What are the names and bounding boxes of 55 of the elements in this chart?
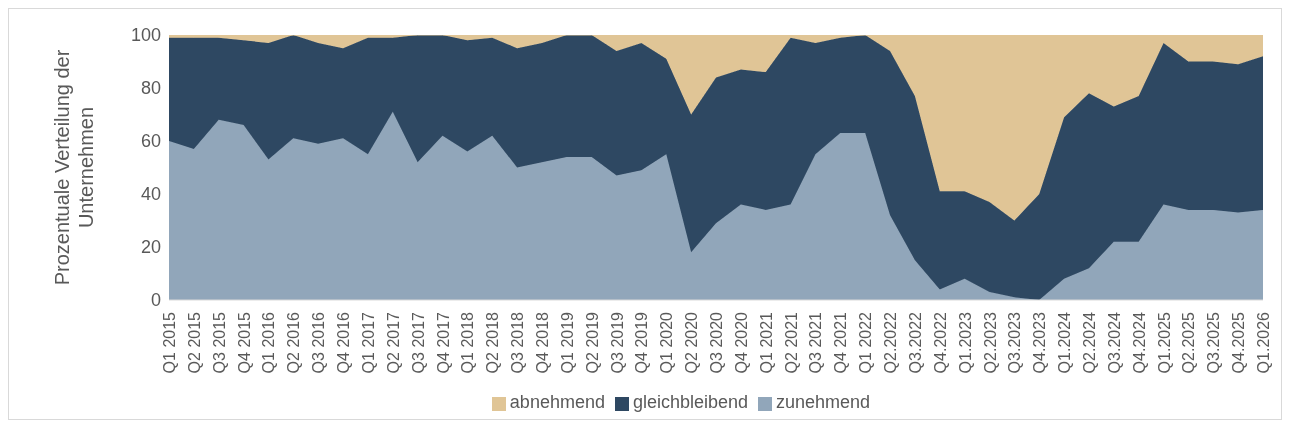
x-tick-label: Q2 2018 xyxy=(484,311,502,374)
x-tick-label: Q1 2018 xyxy=(459,311,477,374)
x-tick-label: Q4.2024 xyxy=(1130,311,1148,374)
x-tick-label: Q4 2015 xyxy=(235,311,253,374)
x-tick-label: Q2 2020 xyxy=(683,311,701,374)
x-tick-label: Q3 2019 xyxy=(608,311,626,374)
x-tick-label: Q1 2017 xyxy=(359,311,377,374)
x-tick-label: Q1.2026 xyxy=(1255,311,1272,374)
x-tick-label: Q3.2025 xyxy=(1205,311,1223,374)
x-tick-label: Q4 2020 xyxy=(732,311,750,374)
x-tick-label: Q4.2022 xyxy=(931,311,949,374)
x-tick-label: Q2 2016 xyxy=(285,311,303,374)
x-tick-label: Q2.2025 xyxy=(1180,311,1198,374)
y-tick-label: 40 xyxy=(140,184,161,205)
x-tick-label: Q4.2023 xyxy=(1031,311,1049,374)
x-tick-label: Q3 2016 xyxy=(310,311,328,374)
x-tick-label: Q2.2023 xyxy=(981,311,999,374)
x-tick-label: Q1 2021 xyxy=(757,311,775,374)
x-tick-label: Q4 2019 xyxy=(633,311,651,374)
x-tick-label: Q3.2023 xyxy=(1006,311,1024,374)
x-tick-label: Q2 2015 xyxy=(185,311,203,374)
x-tick-label: Q1 2016 xyxy=(260,311,278,374)
legend-label: gleichbleibend xyxy=(632,392,749,412)
x-tick-label: Q3 2017 xyxy=(409,311,427,374)
x-tick-label: Q1 2019 xyxy=(558,311,576,374)
x-tick-label: Q1.2023 xyxy=(956,311,974,374)
x-tick-label: Q2.2022 xyxy=(882,311,900,374)
x-tick-label: Q4 2018 xyxy=(533,311,551,374)
x-tick-label: Q3 2021 xyxy=(807,311,825,374)
legend-label: zunehmend xyxy=(776,392,871,412)
x-tick-label: Q1.2024 xyxy=(1056,311,1074,374)
y-tick-label: 0 xyxy=(150,290,161,311)
x-tick-label: Q4.2025 xyxy=(1230,311,1248,374)
y-tick-label: 60 xyxy=(140,131,161,152)
x-tick-label: Q2 2017 xyxy=(384,311,402,374)
y-axis-title: Prozentuale Verteilung der Unternehmen xyxy=(51,49,97,286)
y-tick-label: 20 xyxy=(140,237,161,258)
x-tick-label: Q1 2020 xyxy=(658,311,676,374)
y-tick-label: 100 xyxy=(130,25,161,46)
x-tick-label: Q4 2016 xyxy=(335,311,353,374)
x-tick-label: Q1.2025 xyxy=(1155,311,1173,374)
x-tick-label: Q1 2022 xyxy=(857,311,875,374)
x-tick-label: Q3.2024 xyxy=(1105,311,1123,374)
x-tick-label: Q1 2015 xyxy=(161,311,178,374)
x-tick-label: Q4 2017 xyxy=(434,311,452,374)
x-tick-label: Q3 2015 xyxy=(210,311,228,374)
x-tick-label: Q3 2020 xyxy=(708,311,725,374)
x-tick-label: Q4 2021 xyxy=(832,311,850,374)
x-tick-label: Q2 2021 xyxy=(782,311,800,374)
y-tick-label: 80 xyxy=(140,78,161,99)
x-tick-label: Q2.2024 xyxy=(1080,311,1098,374)
legend-label: abnehmend xyxy=(509,392,605,412)
x-tick-label: Q3 2018 xyxy=(509,311,527,374)
x-tick-label: Q2 2019 xyxy=(583,311,601,374)
x-tick-label: Q3.2022 xyxy=(906,311,924,374)
